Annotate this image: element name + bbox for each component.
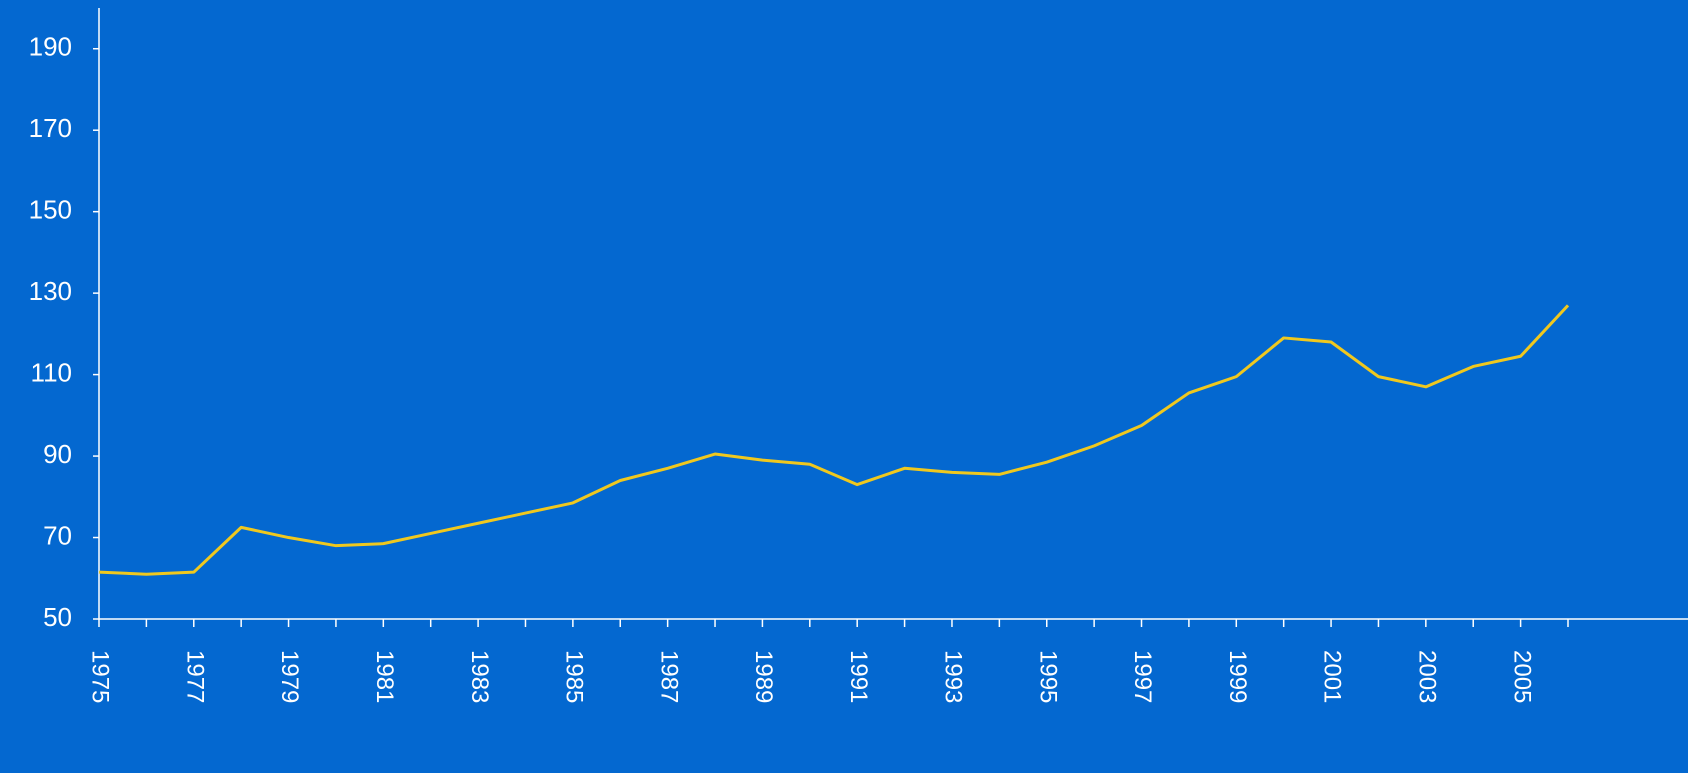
x-tick-label: 1987: [655, 650, 682, 703]
y-tick-label: 50: [43, 602, 72, 632]
y-tick-label: 70: [43, 520, 72, 550]
y-tick-label: 190: [29, 32, 72, 62]
y-tick-label: 130: [29, 276, 72, 306]
x-tick-label: 1981: [371, 650, 398, 703]
x-tick-label: 1997: [1129, 650, 1156, 703]
x-tick-label: 1993: [940, 650, 967, 703]
x-tick-label: 1991: [845, 650, 872, 703]
y-tick-label: 90: [43, 439, 72, 469]
x-tick-label: 1975: [87, 650, 114, 703]
x-tick-label: 1985: [561, 650, 588, 703]
x-tick-label: 1979: [276, 650, 303, 703]
x-tick-label: 1999: [1224, 650, 1251, 703]
y-tick-label: 170: [29, 113, 72, 143]
y-tick-label: 150: [29, 195, 72, 225]
x-tick-label: 2001: [1319, 650, 1346, 703]
y-tick-label: 110: [31, 357, 72, 387]
x-tick-label: 2003: [1413, 650, 1440, 703]
x-tick-label: 1995: [1034, 650, 1061, 703]
x-tick-label: 1983: [466, 650, 493, 703]
x-tick-label: 1989: [750, 650, 777, 703]
x-tick-label: 1977: [181, 650, 208, 703]
line: [98, 304, 1570, 576]
x-tick-label: 2005: [1508, 650, 1535, 703]
